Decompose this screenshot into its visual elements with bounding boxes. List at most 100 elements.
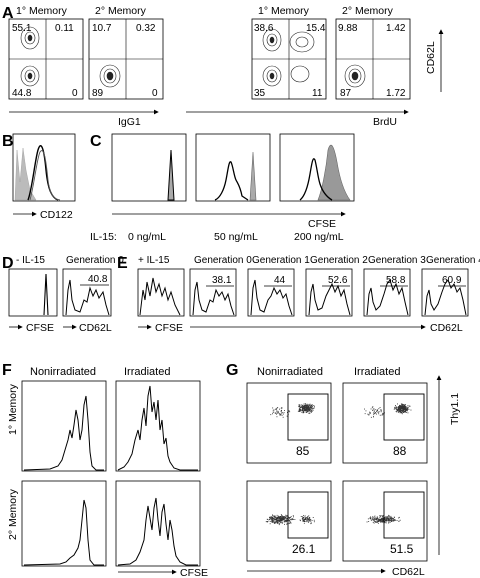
scatter-dot	[286, 519, 288, 521]
scatter-dot	[395, 405, 396, 406]
scatter-dot	[406, 411, 407, 413]
scatter-dot	[276, 520, 278, 522]
scatter-dot	[268, 519, 270, 520]
scatter-dot	[308, 520, 310, 522]
scatter-dot	[304, 520, 305, 522]
panel-b-histogram-black-1	[27, 145, 59, 201]
scatter-dot	[304, 405, 305, 407]
panel-f-column-1: Nonirradiated	[30, 366, 96, 378]
scatter-dot	[381, 515, 383, 517]
scatter-dot	[283, 517, 285, 519]
scatter-dot	[388, 514, 389, 516]
panel-e-histogram-cfse	[139, 277, 181, 316]
scatter-dot	[409, 406, 411, 407]
scatter-dot	[277, 517, 279, 519]
scatter-dot	[274, 516, 276, 518]
panel-a-xlabel-right: BrdU	[373, 116, 397, 128]
scatter-dot	[369, 412, 371, 413]
scatter-dot	[289, 522, 291, 524]
scatter-dot	[272, 519, 274, 521]
scatter-dot	[305, 404, 307, 406]
panel-g-plot-4: 51.5	[342, 480, 428, 562]
scatter-dot	[404, 407, 405, 409]
scatter-dot	[302, 517, 304, 519]
panel-c-histogram-3-black	[299, 158, 333, 201]
scatter-dot	[373, 516, 375, 518]
scatter-dot	[299, 409, 301, 411]
scatter-dot	[306, 517, 308, 519]
scatter-dot	[302, 412, 304, 414]
scatter-dot	[389, 520, 390, 521]
scatter-dot	[395, 411, 397, 412]
panel-a-plot-1-q2: 0.11	[55, 23, 74, 34]
panel-a-title-3: 1° Memory	[258, 5, 310, 17]
scatter-dot	[301, 404, 303, 406]
scatter-dot	[307, 519, 309, 521]
scatter-dot	[402, 411, 404, 413]
scatter-dot	[277, 520, 279, 522]
scatter-dot	[277, 522, 279, 524]
scatter-dot	[302, 410, 304, 412]
scatter-dot	[282, 413, 284, 415]
scatter-dot	[290, 522, 292, 524]
scatter-dot	[403, 404, 405, 405]
scatter-dot	[404, 408, 406, 410]
scatter-dot	[408, 408, 410, 410]
panel-c-concentration-1: 0 ng/mL	[128, 231, 166, 243]
scatter-dot	[279, 516, 281, 518]
scatter-dot	[311, 411, 313, 412]
scatter-dot	[303, 408, 304, 410]
scatter-dot	[277, 407, 279, 408]
scatter-dot	[280, 413, 282, 415]
scatter-dot	[380, 410, 382, 412]
scatter-dot	[306, 405, 308, 406]
scatter-dot	[377, 521, 378, 523]
scatter-dot	[393, 518, 395, 520]
scatter-dot	[372, 408, 374, 410]
scatter-dot	[273, 519, 274, 521]
scatter-dot	[402, 410, 403, 411]
scatter-dot	[278, 524, 280, 526]
scatter-dot	[280, 514, 282, 516]
panel-a-ylabel: CD62L	[425, 41, 437, 74]
scatter-dot	[372, 520, 374, 521]
scatter-dot	[385, 516, 387, 518]
panel-a-plot-3: 38.6 15.4 35 11	[251, 18, 327, 100]
scatter-dot	[284, 410, 285, 411]
scatter-dot	[282, 518, 284, 520]
scatter-dot	[389, 518, 391, 520]
scatter-dot	[286, 520, 288, 522]
panel-g-plot-2: 88	[342, 382, 428, 464]
scatter-dot	[371, 519, 373, 520]
scatter-dot	[380, 520, 382, 522]
scatter-dot	[302, 407, 304, 409]
scatter-dot	[307, 404, 309, 406]
scatter-dot	[403, 406, 404, 408]
scatter-dot	[377, 522, 379, 524]
scatter-dot	[308, 410, 310, 411]
scatter-dot	[302, 408, 303, 409]
scatter-dot	[275, 412, 277, 414]
scatter-dot	[302, 405, 304, 407]
scatter-dot	[285, 514, 287, 516]
scatter-dot	[269, 516, 270, 518]
scatter-dot	[313, 406, 315, 408]
scatter-dot	[380, 411, 382, 413]
scatter-dot	[307, 518, 309, 520]
panel-g-xlabel: CD62L	[392, 566, 425, 578]
scatter-dot	[379, 515, 381, 517]
panel-e-xlabel-cd62l: CD62L	[430, 322, 463, 334]
scatter-dot	[402, 404, 404, 406]
scatter-dot	[402, 407, 403, 409]
scatter-dot	[303, 412, 305, 413]
scatter-dot	[403, 408, 405, 410]
scatter-dot	[384, 518, 385, 520]
scatter-dot	[302, 405, 303, 407]
scatter-dot	[281, 518, 283, 519]
scatter-dot	[309, 405, 311, 407]
panel-e-generation-3: Generation 3 58.8	[363, 255, 426, 317]
scatter-dot	[275, 516, 276, 518]
scatter-dot	[299, 408, 301, 410]
scatter-dot	[376, 522, 378, 523]
panel-a-xlabel-left: IgG1	[118, 116, 141, 128]
